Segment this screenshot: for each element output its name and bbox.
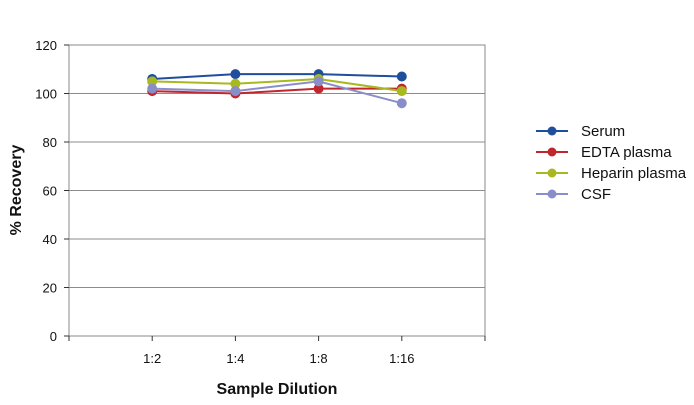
legend-swatch-marker [547,168,557,178]
legend-item-csf: CSF [536,186,611,203]
legend-swatch-marker [547,126,557,136]
legend-item-heparin-plasma: Heparin plasma [536,165,687,182]
data-point-serum [230,69,241,80]
legend-swatch-marker [547,189,557,199]
data-point-heparin-plasma [396,86,407,97]
legend-item-edta-plasma: EDTA plasma [536,144,672,161]
y-tick-label: 20 [43,281,57,296]
series-line-edta-plasma [152,87,402,95]
y-tick-label: 60 [43,184,57,199]
legend-label: Serum [581,123,625,140]
x-tick-labels: 1:2 1:4 1:8 1:16 [143,351,414,366]
y-tick-label: 100 [35,87,57,102]
data-point-csf [313,76,324,87]
x-tick-label: 1:4 [226,351,244,366]
legend-label: EDTA plasma [581,144,672,161]
x-tick-label: 1:2 [143,351,161,366]
y-tick-label: 0 [50,329,57,344]
x-axis-title: Sample Dilution [217,381,338,398]
legend-label: Heparin plasma [581,165,687,182]
y-tick-labels: 0 20 40 60 80 100 120 [35,38,57,344]
y-tick-label: 120 [35,38,57,53]
x-tick-label: 1:8 [310,351,328,366]
legend-label: CSF [581,186,611,203]
legend-swatch-marker [547,147,557,157]
y-tick-label: 40 [43,232,57,247]
y-tick-label: 80 [43,135,57,150]
data-point-csf [396,98,407,109]
x-tick-label: 1:16 [389,351,414,366]
series-line-serum [152,73,402,80]
legend: Serum EDTA plasma Heparin plasma CSF [536,123,687,203]
y-axis-title: % Recovery [8,145,25,236]
series-lines [147,69,407,109]
data-point-csf [230,86,241,97]
legend-item-serum: Serum [536,123,625,140]
data-point-serum [396,71,407,82]
gridlines [64,44,486,341]
series-line-heparin-plasma [152,77,402,93]
series-line-csf [152,80,403,105]
data-point-csf [147,83,158,94]
